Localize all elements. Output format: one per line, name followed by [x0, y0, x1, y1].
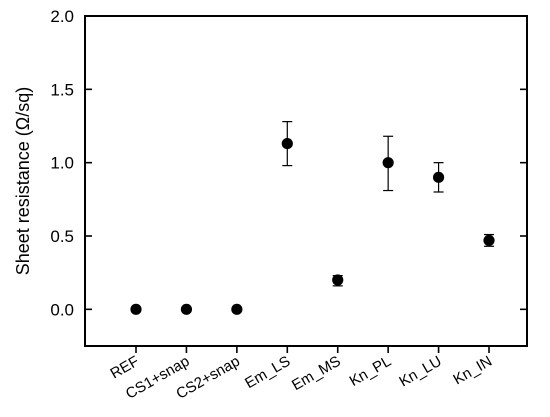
y-axis-label: Sheet resistance (Ω/sq) [13, 87, 33, 276]
data-point [281, 138, 293, 150]
y-tick-label: 1.5 [50, 80, 74, 99]
y-tick-label: 0.0 [50, 300, 74, 319]
x-tick-label: Em_LS [242, 353, 293, 392]
data-point [130, 303, 142, 315]
x-tick-label: REF [108, 353, 142, 383]
y-axis-ticks: 0.0 0.5 1.0 1.5 2.0 [50, 7, 527, 319]
data-point [332, 274, 344, 286]
x-tick-label: Em_MS [289, 353, 344, 394]
data-point [231, 303, 243, 315]
y-tick-label: 2.0 [50, 7, 74, 26]
plot-frame [84, 15, 528, 347]
data-point [382, 157, 394, 169]
x-tick-label: Kn_PL [347, 353, 395, 390]
data-point [180, 303, 193, 315]
x-tick-label: Kn_IN [450, 353, 495, 389]
data-points [130, 120, 495, 315]
data-point [432, 171, 445, 183]
y-tick-label: 1.0 [50, 154, 74, 173]
data-point [483, 234, 495, 246]
y-tick-label: 0.5 [50, 227, 74, 246]
x-tick-label: Kn_LU [396, 353, 444, 391]
